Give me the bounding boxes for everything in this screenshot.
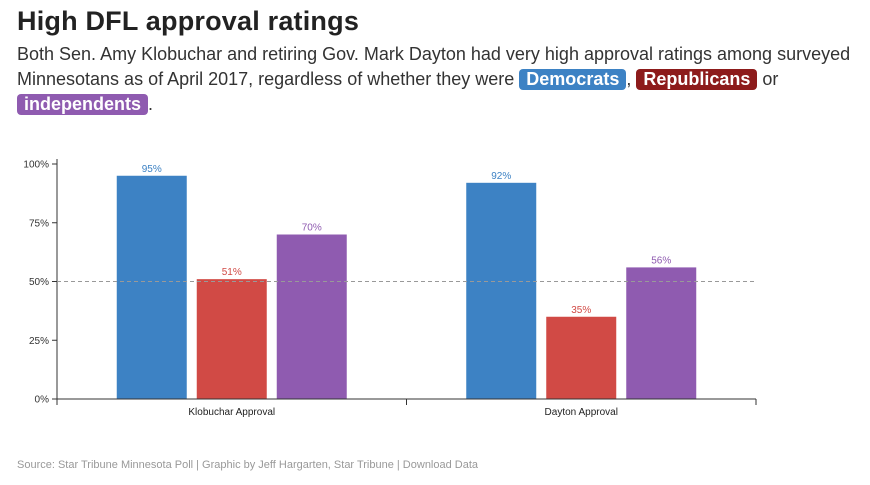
bar-democrats-klobuchar: [116, 175, 187, 399]
y-tick-label: 0%: [35, 395, 50, 406]
y-tick-label: 50%: [29, 277, 49, 288]
subtitle-comma: ,: [626, 69, 632, 89]
bar-value-label: 51%: [222, 267, 242, 278]
bar-democrats-dayton: [466, 182, 537, 399]
x-category-label: Klobuchar Approval: [188, 407, 275, 418]
x-category-label: Dayton Approval: [545, 407, 618, 418]
bar-value-label: 35%: [571, 305, 591, 316]
subtitle-period: .: [148, 94, 154, 114]
approval-bar-chart: 0% 25% 50% 75% 100% 95% 51% 70% Klobuchar Approv…: [23, 159, 757, 418]
bar-republicans-dayton: [546, 316, 617, 399]
bar-value-label: 56%: [651, 255, 671, 266]
bar-value-label: 70%: [302, 223, 322, 234]
source-credit: Source: Star Tribune Minnesota Poll | Gr…: [17, 459, 479, 471]
y-tick-label: 100%: [23, 160, 49, 171]
bar-value-label: 95%: [142, 164, 162, 175]
democrats-legend-pill: Democrats: [519, 69, 627, 90]
subtitle-text: Both Sen. Amy Klobuchar and retiring Gov…: [17, 44, 851, 89]
bar-independents-dayton: [626, 267, 697, 399]
bar-independents-klobuchar: [276, 234, 347, 399]
subtitle-or: or: [762, 69, 779, 89]
republicans-legend-pill: Republicans: [636, 69, 758, 90]
bar-republicans-klobuchar: [196, 279, 267, 399]
subtitle: Both Sen. Amy Klobuchar and retiring Gov…: [17, 42, 857, 117]
y-tick-label: 25%: [29, 336, 49, 347]
independents-legend-pill: independents: [17, 94, 149, 115]
page-title: High DFL approval ratings: [17, 6, 360, 36]
y-tick-label: 75%: [29, 218, 49, 229]
bar-value-label: 92%: [491, 171, 511, 182]
